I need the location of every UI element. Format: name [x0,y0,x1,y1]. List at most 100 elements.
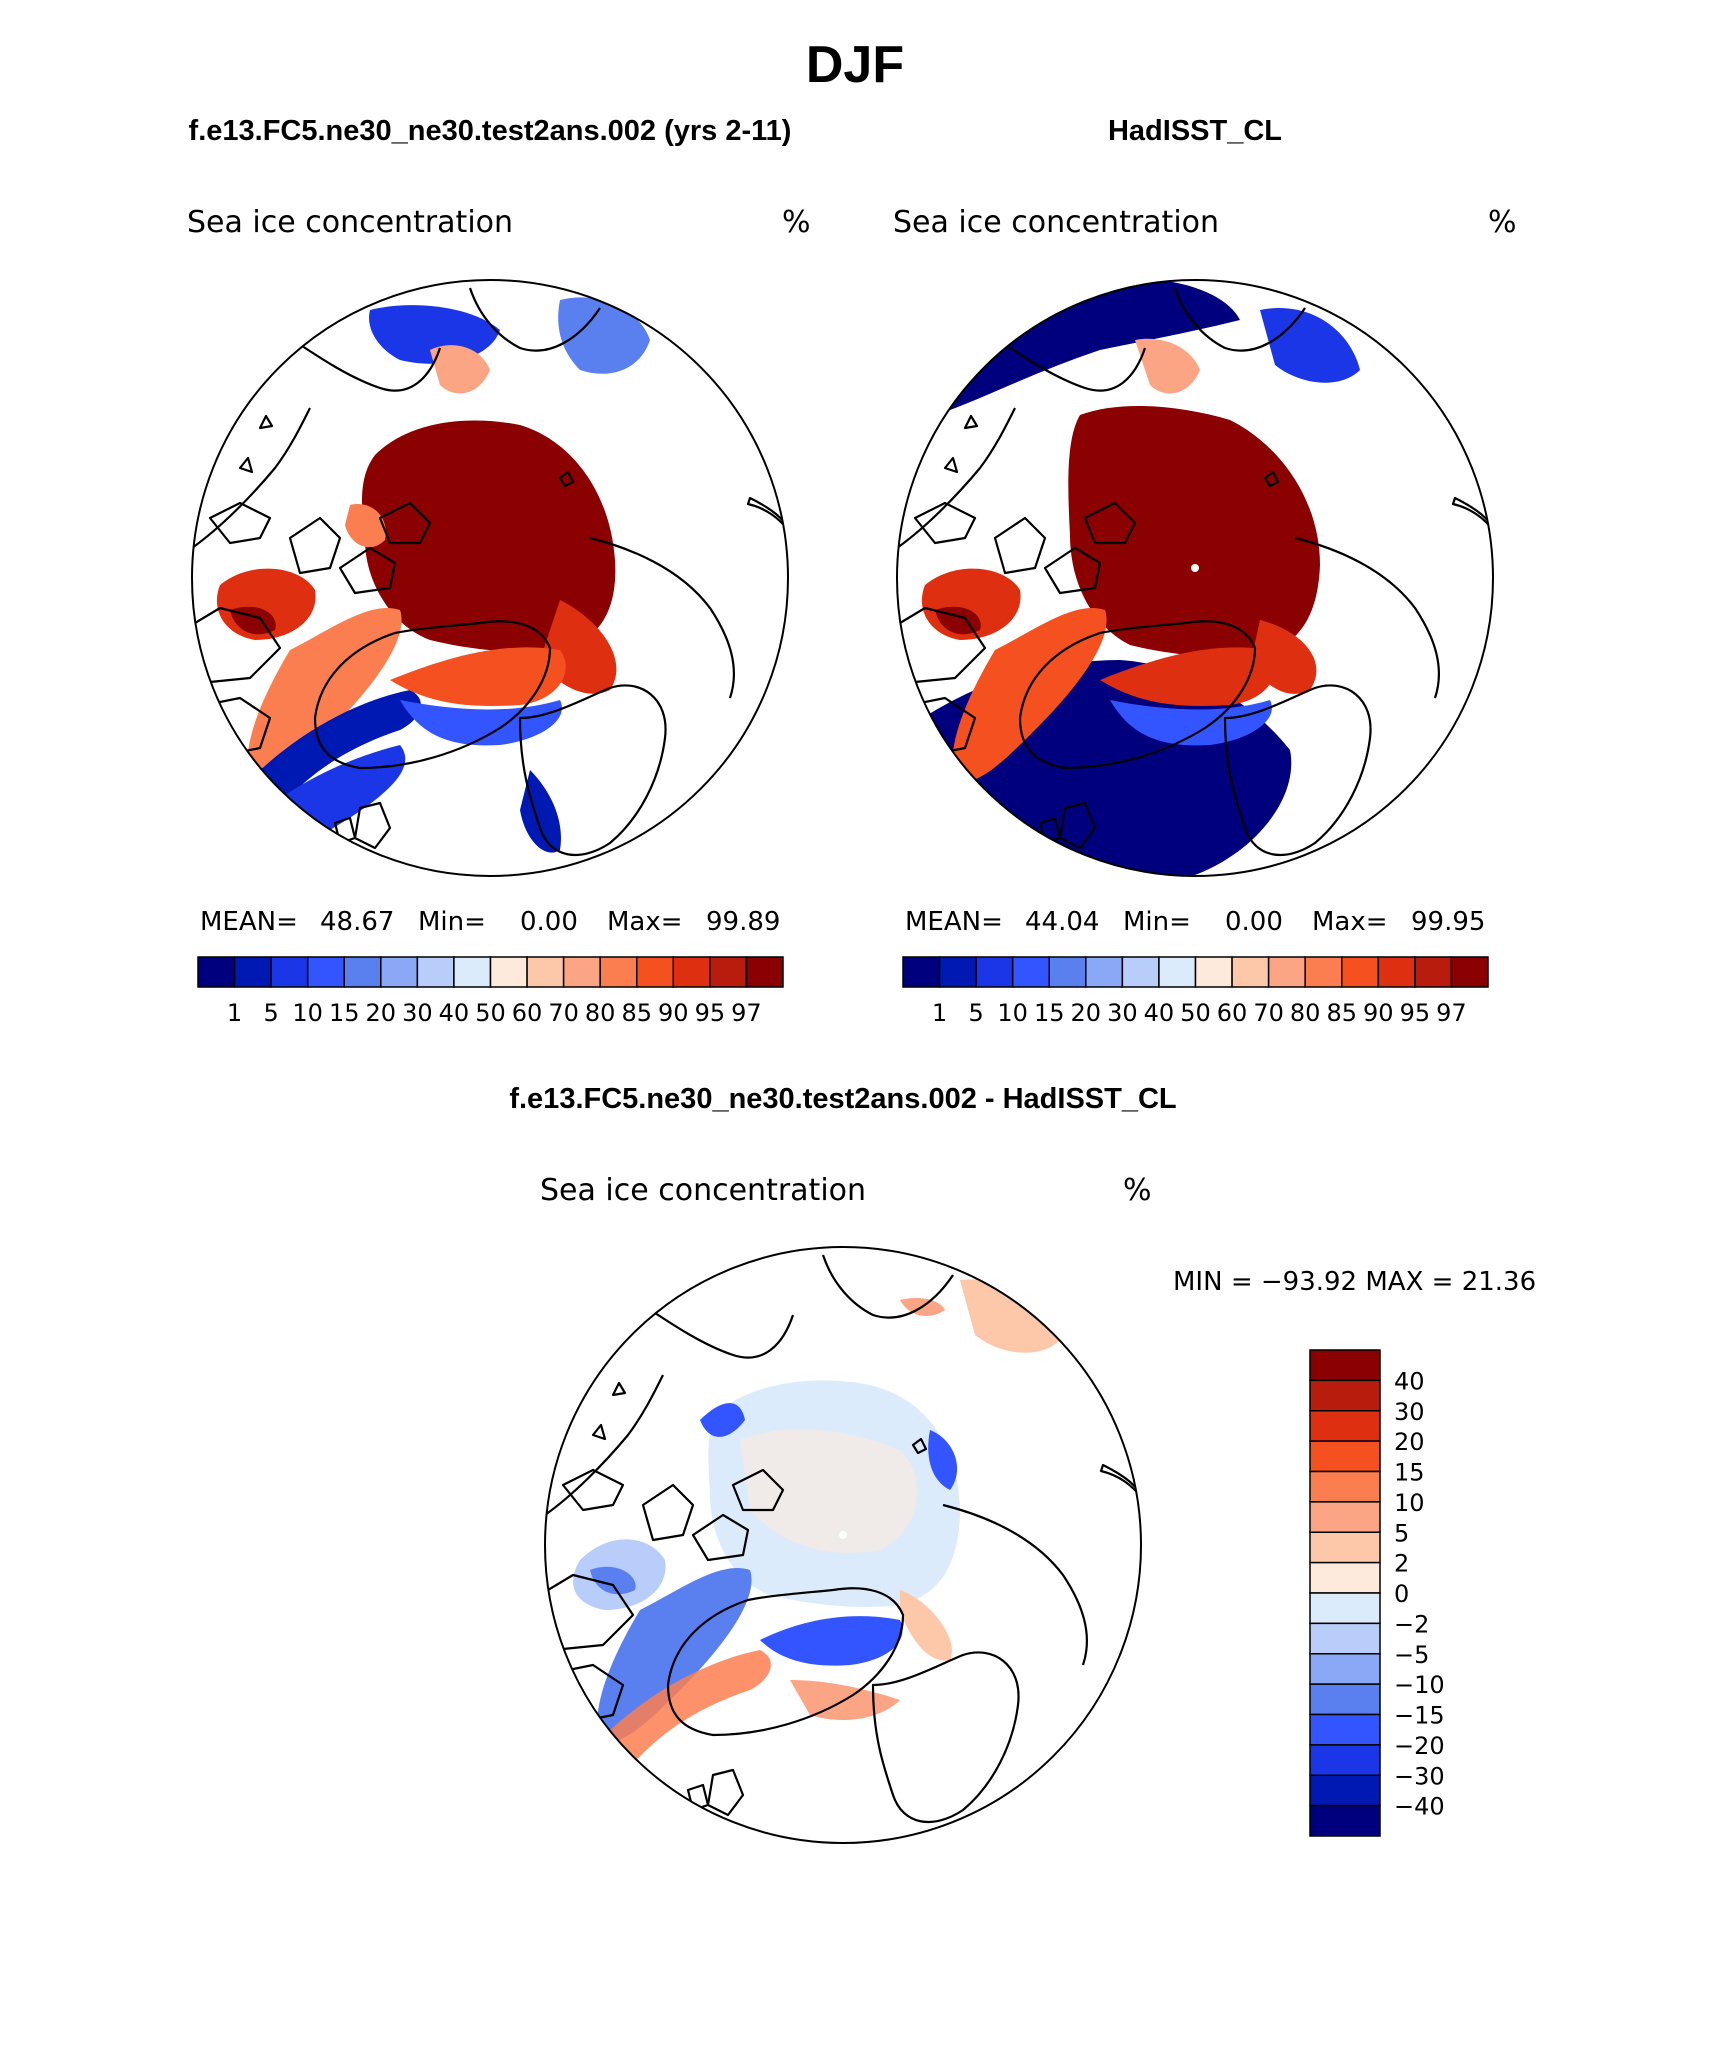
panel-model-colorbar-swatch [306,956,345,988]
panel-diff-colorbar-label: −15 [1394,1702,1445,1730]
panel-diff-colorbar-label: 0 [1394,1580,1409,1608]
panel-obs-mean-label: MEAN= [905,907,1003,937]
panel-model-colorbar-label: 95 [695,999,726,1027]
panel-obs-colorbar-label: 85 [1326,999,1357,1027]
panel-diff-colorbar-swatch [1309,1683,1381,1716]
panel-obs-colorbar-swatch [1341,956,1380,988]
panel-model-colorbar-label: 70 [548,999,579,1027]
panel-model-colorbar-label: 40 [439,999,470,1027]
panel-model-colorbar: 1 5 10 15 20 30 40 50 60 70 80 85 90 95 97 [197,956,784,1027]
panel-diff-colorbar-swatch [1309,1440,1381,1473]
panel-obs-colorbar-swatch [902,956,941,988]
panel-obs-colorbar-swatch [1194,956,1233,988]
panel-obs-colorbar-label: 60 [1217,999,1248,1027]
panel-model-colorbar-label: 20 [366,999,397,1027]
panel-model-colorbar-swatch [233,956,272,988]
panel-obs-colorbar-label: 90 [1363,999,1394,1027]
panel-obs-colorbar-label: 50 [1180,999,1211,1027]
panel-diff-run-title: f.e13.FC5.ne30_ne30.test2ans.002 - HadIS… [509,1083,1176,1115]
panel-diff-colorbar-swatch [1309,1470,1381,1503]
panel-diff-colorbar-label: 20 [1394,1428,1425,1456]
panel-obs-map [897,280,1493,876]
panel-obs-colorbar-label: 10 [997,999,1028,1027]
panel-diff-colorbar-label: −5 [1394,1641,1429,1669]
panel-diff-colorbar-swatch [1309,1804,1381,1837]
panel-diff-colorbar-label: −2 [1394,1610,1429,1638]
panel-obs-variable: Sea ice concentration [893,205,1219,240]
panel-model-units: % [782,205,811,240]
panel-obs-colorbar-label: 30 [1107,999,1138,1027]
panel-obs-stats: MEAN= 44.04 Min= 0.00 Max= 99.95 [905,907,1485,937]
panel-model-colorbar-swatch [197,956,236,988]
panel-obs-run-title: HadISST_CL [1108,115,1282,147]
panel-diff-colorbar-label: −20 [1394,1732,1445,1760]
panel-obs-colorbar-label: 95 [1400,999,1431,1027]
panel-model-colorbar-label: 30 [402,999,433,1027]
panel-diff-colorbar-swatch [1309,1349,1381,1382]
panel-model-min-label: Min= [418,907,486,937]
panel-model-colorbar-swatch [636,956,675,988]
panel-model-colorbar-label: 15 [329,999,360,1027]
panel-diff-colorbar-label: 2 [1394,1550,1409,1578]
panel-model-mean-label: MEAN= [200,907,298,937]
panel-obs: HadISST_CL Sea ice concentration % MEAN=… [893,115,1517,1027]
panel-obs-colorbar-swatch [975,956,1014,988]
panel-model-colorbar-swatch [453,956,492,988]
panel-diff-variable: Sea ice concentration [540,1173,866,1208]
panel-obs-colorbar-label: 5 [968,999,983,1027]
panel-diff-colorbar-label: 40 [1394,1367,1425,1395]
panel-model-colorbar-label: 97 [731,999,762,1027]
panel-diff-colorbar-label: 10 [1394,1489,1425,1517]
panel-model-colorbar-swatch [270,956,309,988]
panel-model-colorbar-label: 60 [512,999,543,1027]
panel-diff-colorbar-swatch [1309,1592,1381,1625]
panel-model-colorbar-swatch [526,956,565,988]
panel-obs-colorbar-swatch [1377,956,1416,988]
panel-diff-colorbar-label: −30 [1394,1762,1445,1790]
panel-diff-colorbar-swatch [1309,1501,1381,1533]
panel-model-colorbar-swatch [380,956,419,988]
panel-model-map-boundary [191,279,789,877]
panel-obs-colorbar-label: 15 [1034,999,1065,1027]
panel-diff-colorbar-swatch [1309,1561,1381,1594]
panel-obs-colorbar-swatch [1414,956,1453,988]
panel-model-colorbar-swatch [562,956,601,988]
panel-model-colorbar-swatch [599,956,638,988]
panel-diff-colorbar-swatch [1309,1713,1381,1746]
panel-model-run-title: f.e13.FC5.ne30_ne30.test2ans.002 (yrs 2-… [189,115,792,147]
figure-title: DJF [806,36,904,94]
panel-obs-min-label: Min= [1123,907,1191,937]
panel-model-max-label: Max= [607,907,683,937]
panel-obs-colorbar-swatch [1450,956,1489,988]
panel-diff-colorbar-label: −40 [1394,1793,1445,1821]
panel-diff: f.e13.FC5.ne30_ne30.test2ans.002 - HadIS… [509,1083,1536,1844]
panel-model-colorbar-label: 85 [621,999,652,1027]
panel-diff-colorbar-label: 30 [1394,1398,1425,1426]
panel-model-colorbar-label: 80 [585,999,616,1027]
panel-model-map [192,280,788,876]
panel-obs-colorbar-label: 97 [1436,999,1467,1027]
panel-obs-colorbar-swatch [1267,956,1306,988]
panel-obs-map-boundary [896,279,1494,877]
panel-obs-colorbar-swatch [1231,956,1270,988]
panel-model-colorbar-swatch [489,956,528,988]
panel-diff-map-boundary [544,1246,1142,1844]
panel-diff-minmax: MIN = −93.92 MAX = 21.36 [1173,1267,1536,1297]
panel-obs-colorbar-label: 40 [1144,999,1175,1027]
panel-model-max-value: 99.89 [706,907,780,937]
panel-model-colorbar-swatch [672,956,711,988]
panel-model-stats: MEAN= 48.67 Min= 0.00 Max= 99.89 [200,907,780,937]
panel-model-colorbar-swatch [745,956,784,988]
panel-diff-colorbar-swatch [1309,1653,1381,1685]
panel-obs-colorbar-swatch [1158,956,1197,988]
panel-model-colorbar-label: 90 [658,999,689,1027]
panel-diff-colorbar-label: 15 [1394,1459,1425,1487]
panel-model-colorbar-swatch [709,956,748,988]
panel-model-colorbar-label: 5 [263,999,278,1027]
panel-model-mean-value: 48.67 [320,907,394,937]
panel-model-colorbar-swatch [416,956,455,988]
panel-obs-colorbar-swatch [1304,956,1343,988]
panel-diff-colorbar-swatch [1309,1531,1381,1564]
